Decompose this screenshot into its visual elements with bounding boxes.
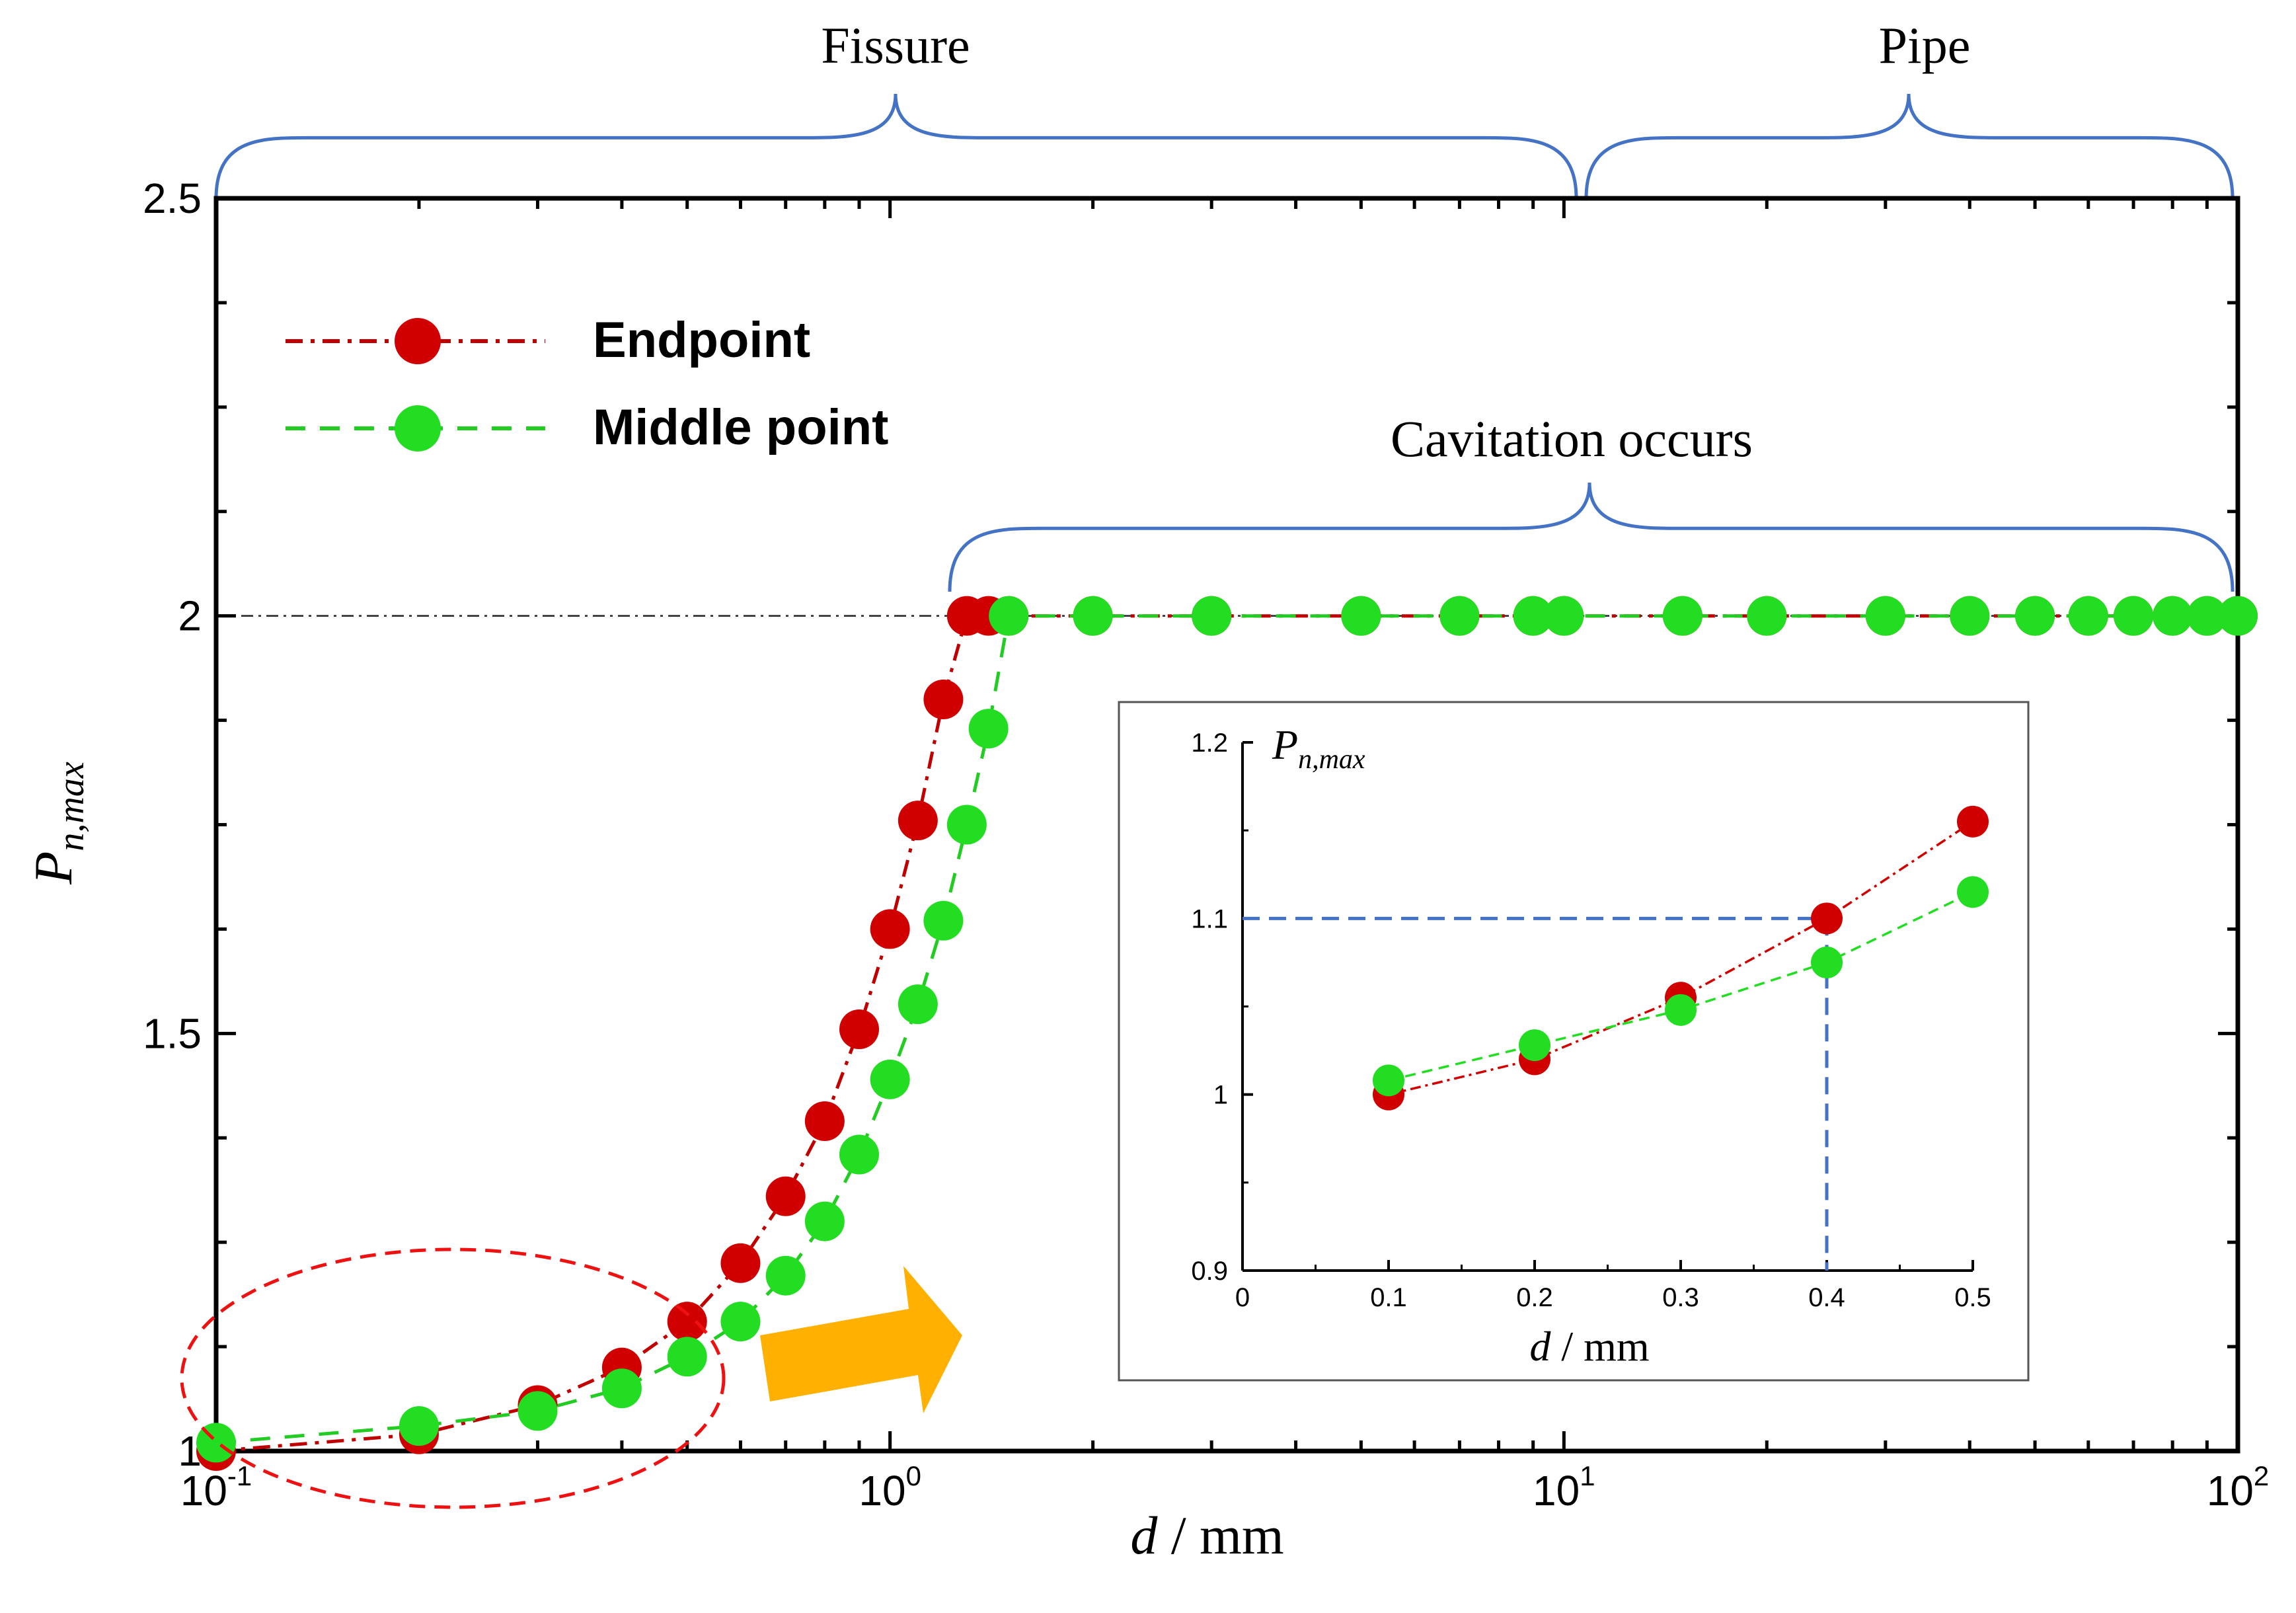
data-point <box>667 1302 707 1342</box>
inset-y-tick-label: 1.2 <box>1191 728 1228 758</box>
inset-data-point <box>1373 1064 1404 1097</box>
data-point <box>1192 596 1232 636</box>
data-point <box>898 984 938 1025</box>
data-point <box>1439 596 1480 636</box>
data-point <box>923 900 964 941</box>
y-axis-label: Pn,max <box>23 762 92 885</box>
data-point <box>898 801 938 841</box>
inset-x-tick-label: 0.2 <box>1516 1283 1553 1312</box>
data-point <box>923 680 964 719</box>
legend-marker <box>395 318 441 364</box>
inset-x-tick-label: 0.3 <box>1662 1283 1699 1312</box>
data-point <box>870 1059 910 1099</box>
y-tick-label: 2 <box>178 592 202 640</box>
inset-data-point <box>1519 1029 1550 1062</box>
x-tick-label: 10-1 <box>180 1460 252 1515</box>
data-point <box>2187 596 2227 636</box>
fissure-brace <box>214 93 1578 199</box>
inset-x-tick-label: 0.4 <box>1808 1283 1845 1312</box>
y-tick-label: 2.5 <box>143 175 202 222</box>
data-point <box>1544 596 1584 636</box>
data-point <box>2015 596 2055 636</box>
x-tick-label: 102 <box>2207 1460 2270 1515</box>
inset-y-tick-label: 1.1 <box>1191 904 1228 933</box>
data-point <box>1747 596 1787 636</box>
annotations: Fissure Pipe Cavitation occurs <box>180 17 1971 1509</box>
data-point <box>1662 596 1703 636</box>
inset-y-tick-label: 0.9 <box>1191 1257 1228 1286</box>
pipe-label: Pipe <box>1879 17 1971 74</box>
inset-data-point <box>1957 876 1989 908</box>
inset-data-point <box>1957 805 1989 838</box>
annotation-braces <box>214 93 2235 592</box>
inset-x-axis-label: d / mm <box>1529 1323 1649 1370</box>
legend: Endpoint Middle point <box>286 312 888 455</box>
inset-x-tick-label: 0.5 <box>1954 1283 1991 1312</box>
data-point <box>601 1368 642 1409</box>
orange-arrow <box>760 1266 962 1413</box>
y-tick-label: 1.5 <box>143 1009 202 1057</box>
highlight-ellipse <box>180 1247 726 1509</box>
inset-frame <box>1118 701 2030 1382</box>
data-point <box>765 1255 806 1296</box>
data-point <box>2218 596 2258 636</box>
legend-marker <box>395 405 441 452</box>
x-tick-label: 100 <box>859 1460 921 1515</box>
data-point <box>804 1201 845 1241</box>
inset-y-tick-label: 1 <box>1213 1081 1228 1110</box>
pipe-brace <box>1584 93 2235 199</box>
data-point <box>2153 596 2193 636</box>
data-point <box>765 1176 806 1216</box>
inset-x-tick-label: 0.1 <box>1370 1283 1407 1312</box>
fissure-label: Fissure <box>821 17 970 74</box>
inset-data-point <box>1811 946 1843 978</box>
x-axis-label: d / mm <box>1130 1505 1283 1565</box>
inset-data-point <box>1665 994 1697 1026</box>
data-point <box>517 1391 558 1431</box>
legend-label: Middle point <box>593 399 888 455</box>
data-point <box>804 1101 845 1141</box>
data-point <box>667 1337 707 1377</box>
inset-x-tick-label: 0 <box>1235 1283 1250 1312</box>
data-point <box>870 909 910 949</box>
inset-y-axis-label: Pn,max <box>1272 721 1365 775</box>
data-point <box>839 1134 880 1175</box>
data-point <box>2114 596 2154 636</box>
data-point <box>1073 596 1113 636</box>
data-point <box>968 709 1009 749</box>
data-point <box>2068 596 2108 636</box>
cavitation-label: Cavitation occurs <box>1391 410 1753 467</box>
data-point <box>989 596 1029 636</box>
data-point <box>399 1406 439 1446</box>
data-point <box>720 1302 761 1342</box>
cavitation-brace <box>948 482 2235 592</box>
data-point <box>839 1009 880 1050</box>
data-point <box>1950 596 1990 636</box>
data-point <box>720 1243 761 1283</box>
inset-data-point <box>1811 902 1843 935</box>
data-point <box>1341 596 1381 636</box>
main-series <box>196 596 2258 1471</box>
inset-chart: 0 0.1 0.2 0.3 0.4 0.5 0.9 1 1.1 1.2 Pn,max d / mm <box>1118 701 2030 1382</box>
x-tick-label: 101 <box>1533 1460 1595 1515</box>
data-point <box>1513 596 1553 636</box>
data-point <box>1865 596 1905 636</box>
legend-label: Endpoint <box>593 312 810 368</box>
data-point <box>946 805 987 845</box>
